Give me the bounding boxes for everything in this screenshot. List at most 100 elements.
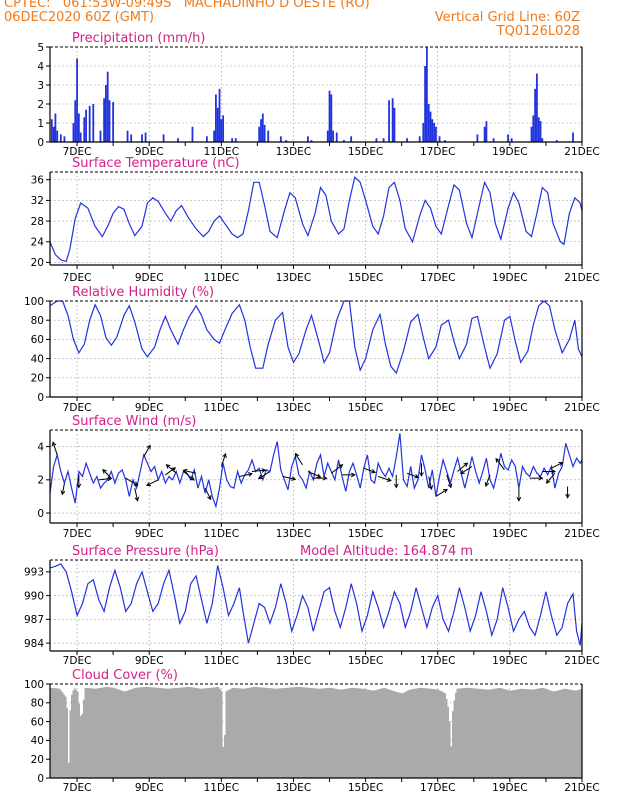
cloud-bar: [188, 686, 190, 778]
wind-arrow-head: [350, 472, 356, 478]
cloud-bar: [548, 689, 550, 778]
cloud-bar: [207, 688, 209, 778]
precip-bar: [326, 130, 329, 142]
cloud-bar: [450, 746, 452, 778]
x-tick-label: 9DEC: [135, 272, 164, 284]
cloud-bar: [422, 687, 424, 778]
wind-arrow: [457, 462, 469, 472]
cloud-bar: [500, 688, 502, 778]
wind-arrow-shaft: [446, 474, 452, 488]
cloud-bar: [404, 692, 406, 778]
cloud-bar: [252, 687, 254, 778]
cloud-bar: [162, 688, 164, 778]
wind-arrow: [239, 472, 253, 477]
precip-bar: [426, 47, 428, 142]
cloud-bar: [93, 688, 95, 778]
cloud-bar: [114, 688, 116, 778]
cloud-bar: [453, 700, 455, 778]
cloud-bar: [150, 687, 152, 778]
cloud-bar: [269, 688, 271, 778]
cloud-bar: [243, 688, 245, 778]
cloud-bar: [464, 687, 466, 778]
cloud-bar: [221, 691, 223, 778]
cloud-bar: [293, 687, 295, 778]
precip-bar: [59, 134, 62, 142]
x-tick-label: 7DEC: [63, 146, 92, 158]
cloud-bar: [399, 692, 401, 778]
cloud-bar: [71, 694, 73, 778]
cloud-bar: [489, 689, 491, 778]
wind-arrow: [331, 464, 344, 474]
wind-arrow-shaft: [363, 467, 376, 473]
cloud-bar: [338, 689, 340, 778]
cloud-bar: [237, 688, 239, 778]
cloud-bar: [192, 687, 194, 778]
precip-bar: [388, 100, 390, 142]
cloud-bar: [239, 688, 241, 778]
cloud-bar: [515, 689, 517, 778]
cloud-bar: [396, 692, 398, 778]
cloud-bar: [378, 689, 380, 778]
wind-arrow-head: [538, 475, 544, 481]
y-tick-label: 32: [31, 195, 44, 207]
precip-bar: [444, 140, 446, 142]
wind-arrow-head: [419, 472, 424, 477]
wind-arrow: [459, 466, 473, 475]
cloud-bar: [78, 703, 80, 778]
wind-arrow-head: [294, 452, 300, 458]
header-line2-left: 06DEC2020 60Z (GMT): [4, 10, 155, 25]
wind-arrow-shaft: [146, 479, 159, 486]
cloud-bar: [278, 688, 280, 778]
cloud-bar: [524, 688, 526, 778]
panel-1: 0 1 2 3 4 5 7DEC 9DEC 11DEC 13DEC 15DEC 17DEC 19DEC 2…: [37, 31, 599, 158]
precip-bar: [83, 117, 86, 142]
cloud-bar: [471, 688, 473, 778]
precip-bar: [485, 121, 488, 142]
x-tick-label: 19DEC: [492, 272, 527, 284]
x-tick-label: 17DEC: [420, 272, 455, 284]
precip-bar: [52, 126, 55, 142]
precip-bar: [85, 109, 87, 142]
cloud-bar: [540, 688, 542, 778]
x-tick-label: 11DEC: [204, 782, 239, 794]
wind-arrow-shaft: [295, 453, 303, 466]
precip-bar: [572, 132, 574, 142]
cloud-bar: [521, 688, 523, 778]
cloud-bar: [299, 686, 301, 778]
wind-arrow-head: [247, 472, 253, 477]
cloud-bar: [507, 689, 509, 778]
wind-arrow: [342, 472, 356, 478]
precip-bar: [424, 66, 427, 142]
cloud-bar: [578, 689, 580, 778]
precip-bar: [218, 88, 221, 142]
wind-arrow-head: [565, 493, 570, 499]
cloud-bar: [156, 687, 158, 778]
cloud-bar: [567, 689, 569, 778]
x-tick-label: 11DEC: [204, 272, 239, 284]
x-tick-label: 11DEC: [204, 655, 239, 667]
cloud-bar: [476, 688, 478, 778]
wind-arrow-shaft: [61, 483, 65, 495]
cloud-bar: [132, 688, 134, 778]
wind-arrow: [102, 469, 112, 479]
precip-bar: [231, 138, 234, 142]
y-tick-label: 990: [24, 590, 44, 602]
cloud-bar: [510, 690, 512, 778]
cloud-bar: [363, 688, 365, 778]
x-tick-label: 17DEC: [420, 655, 455, 667]
cloud-bar: [522, 688, 524, 778]
cloud-bar: [420, 687, 422, 778]
cloud-bar: [456, 688, 458, 778]
cloud-bar: [557, 690, 559, 778]
wind-arrow-shaft: [457, 462, 468, 472]
precip-bar: [79, 132, 82, 142]
cloud-bar: [171, 688, 173, 778]
x-tick-label: 7DEC: [63, 782, 92, 794]
panel-title: Surface Wind (m/s): [72, 414, 196, 429]
cloud-bar: [189, 686, 191, 778]
cloud-bar: [579, 689, 581, 778]
cloud-bar: [210, 687, 212, 778]
cloud-bar: [443, 692, 445, 778]
cloud-bar: [555, 690, 557, 778]
wind-arrow-head: [207, 495, 212, 501]
